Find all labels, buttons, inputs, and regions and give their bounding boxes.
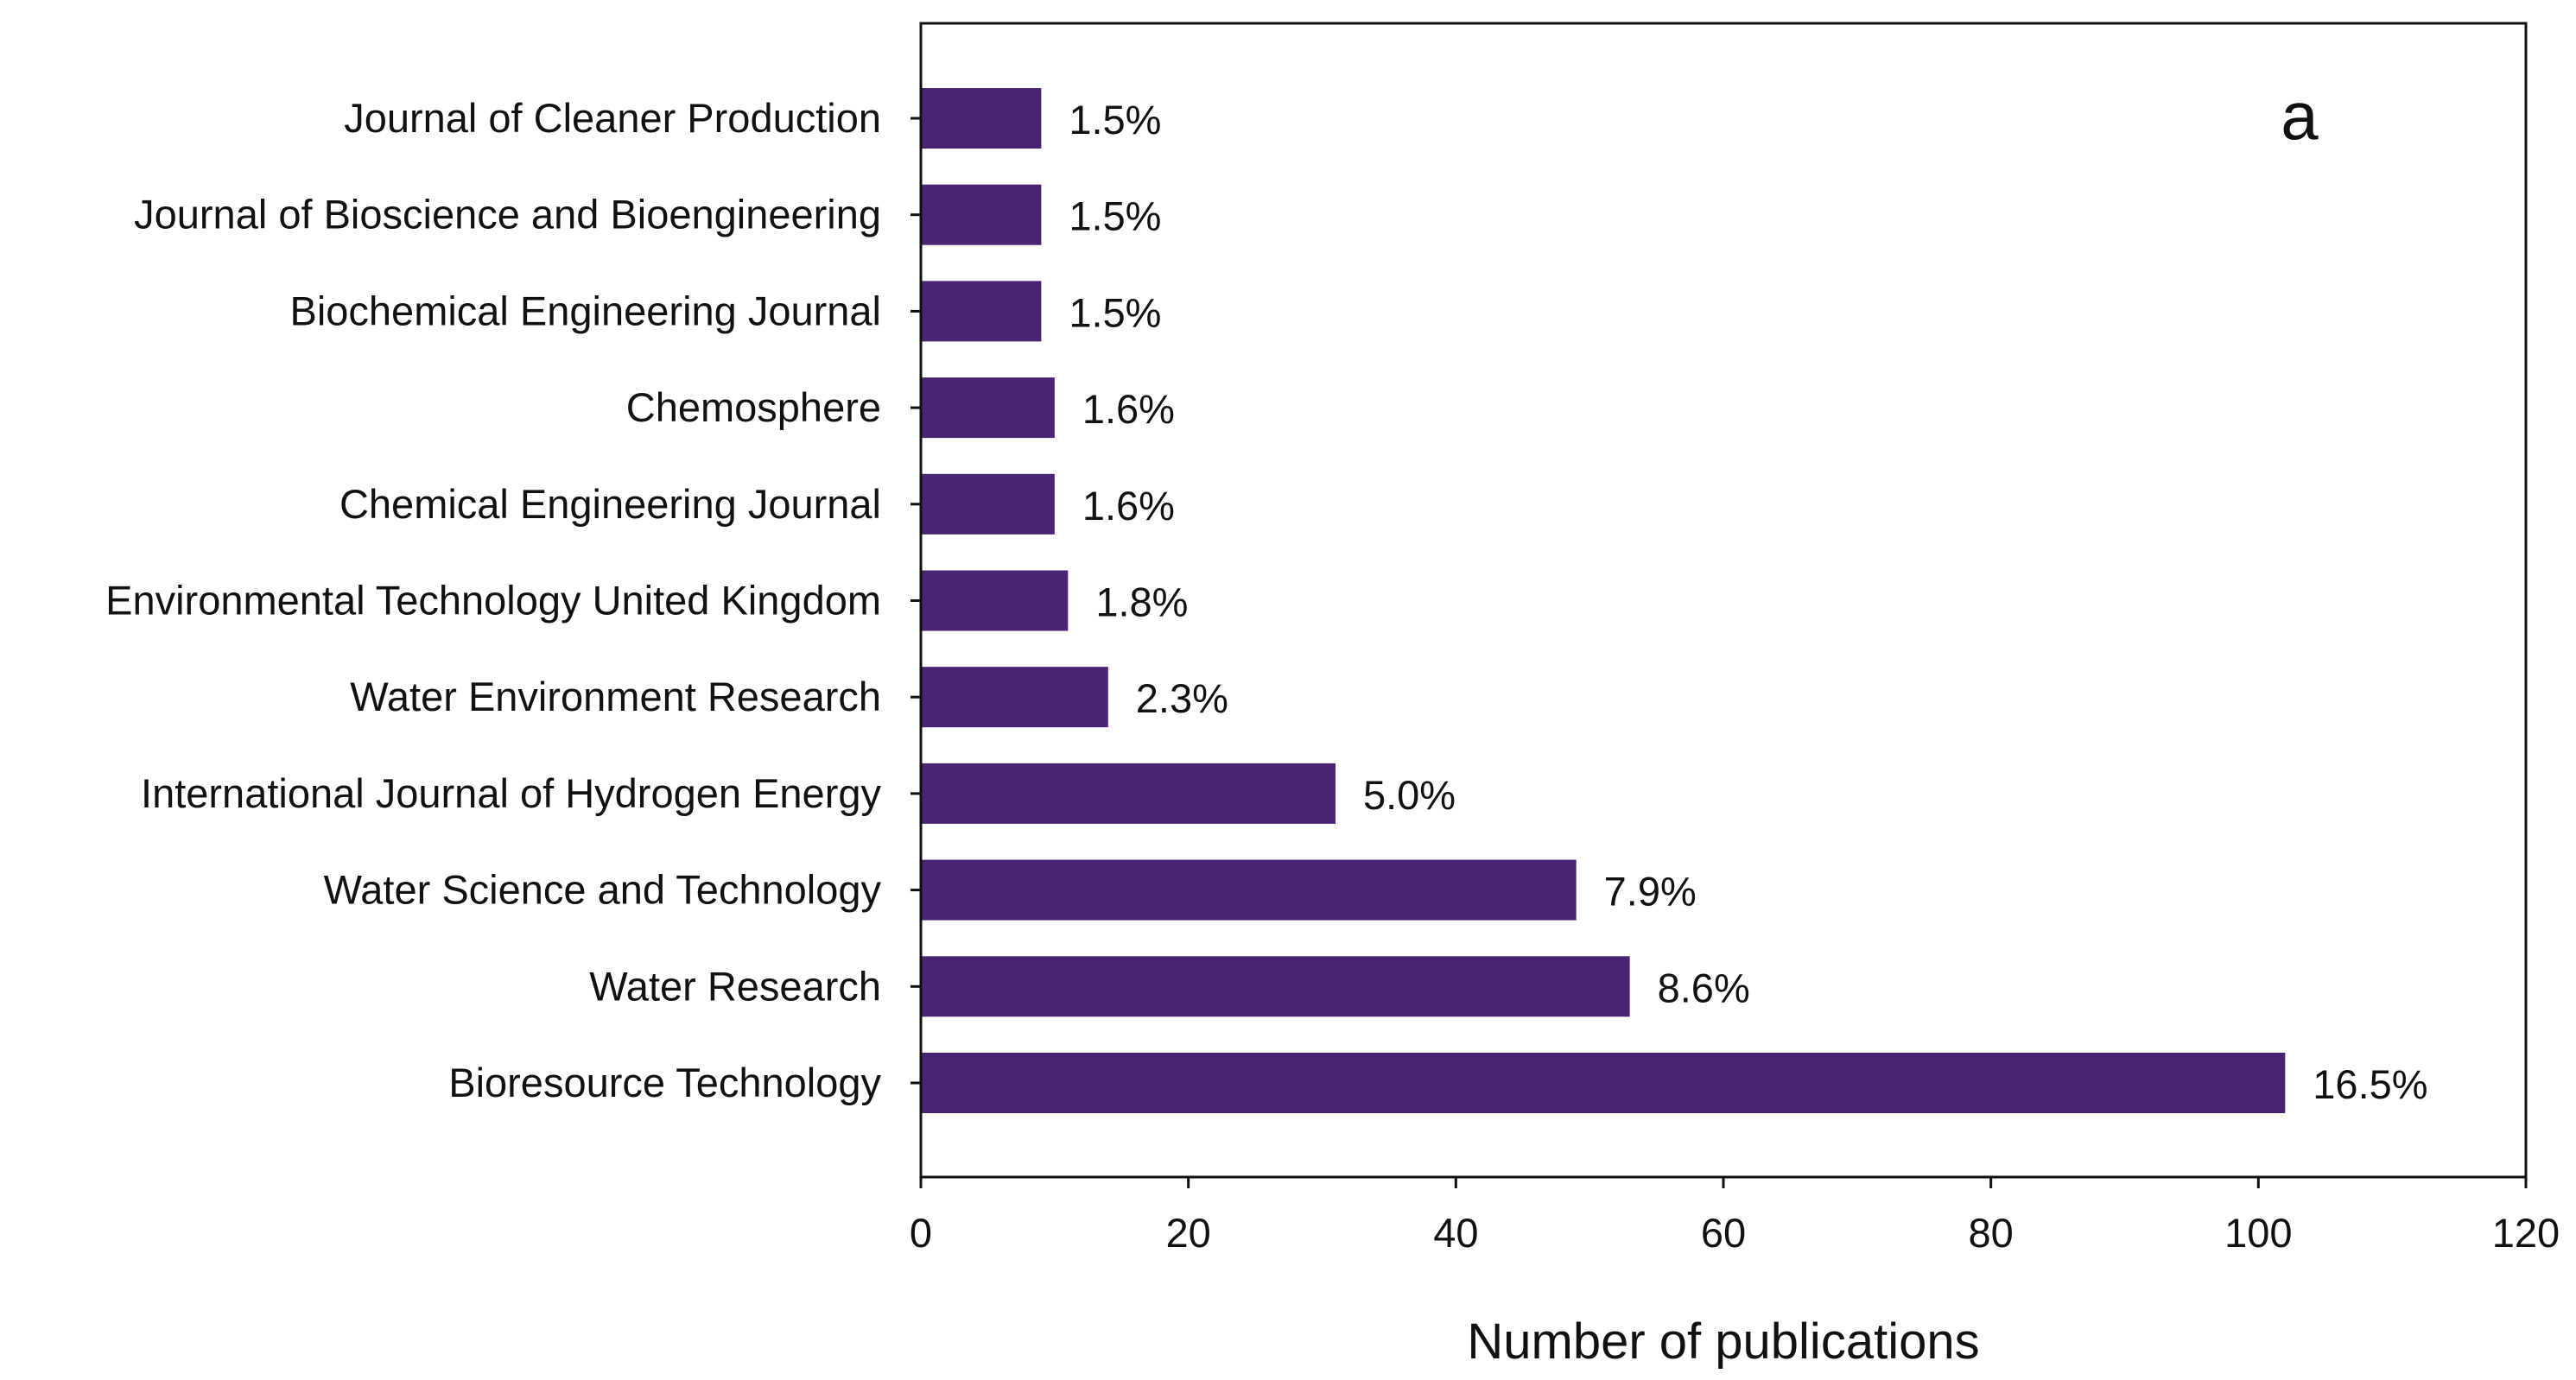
x-tick-label-4: 80: [1969, 1210, 2014, 1256]
bar-8: [921, 859, 1577, 921]
bar-data-label-0: 1.5%: [1069, 97, 1161, 142]
bar-9: [921, 956, 1630, 1017]
y-tick-label-7: International Journal of Hydrogen Energy: [141, 770, 881, 816]
bar-5: [921, 570, 1069, 631]
bar-4: [921, 473, 1055, 535]
bar-7: [921, 763, 1336, 824]
bar-0: [921, 88, 1042, 149]
y-tick-label-1: Journal of Bioscience and Bioengineering: [134, 192, 881, 237]
x-tick-label-6: 120: [2492, 1210, 2560, 1256]
y-tick-label-5: Environmental Technology United Kingdom: [105, 578, 881, 624]
x-tick-label-0: 0: [910, 1210, 932, 1256]
y-tick-label-8: Water Science and Technology: [324, 867, 882, 913]
bar-data-label-5: 1.8%: [1095, 579, 1188, 625]
x-tick-label-2: 40: [1433, 1210, 1478, 1256]
bar-data-label-8: 7.9%: [1604, 869, 1697, 915]
bar-10: [921, 1053, 2286, 1113]
y-tick-label-0: Journal of Cleaner Production: [344, 95, 881, 141]
plot-frame: [919, 22, 2528, 1179]
y-tick-label-3: Chemosphere: [626, 384, 881, 430]
bar-2: [921, 281, 1042, 342]
bar-data-label-9: 8.6%: [1658, 965, 1750, 1010]
y-tick-label-10: Bioresource Technology: [448, 1060, 881, 1105]
y-tick-label-9: Water Research: [589, 963, 881, 1009]
bars-layer: [921, 88, 2286, 1113]
bar-6: [921, 667, 1108, 728]
bar-3: [921, 377, 1055, 439]
y-tick-label-4: Chemical Engineering Journal: [339, 481, 881, 527]
bar-data-label-6: 2.3%: [1136, 675, 1228, 721]
panel-label: a: [2281, 78, 2319, 154]
x-tick-label-5: 100: [2224, 1210, 2292, 1256]
bar-data-label-3: 1.6%: [1082, 386, 1175, 432]
y-tick-label-6: Water Environment Research: [350, 674, 881, 719]
bar-data-label-1: 1.5%: [1069, 193, 1161, 239]
axes-layer: Journal of Cleaner Production Journal of …: [105, 95, 2560, 1256]
bar-data-label-7: 5.0%: [1363, 772, 1456, 818]
y-tick-label-2: Biochemical Engineering Journal: [289, 288, 881, 333]
bar-data-label-2: 1.5%: [1069, 289, 1161, 335]
bar-1: [921, 184, 1042, 245]
bar-data-label-10: 16.5%: [2313, 1061, 2427, 1107]
bar-data-label-4: 1.6%: [1082, 483, 1175, 529]
x-tick-label-1: 20: [1166, 1210, 1211, 1256]
x-tick-label-3: 60: [1701, 1210, 1746, 1256]
x-axis-title: Number of publications: [1467, 1314, 1979, 1370]
labels-layer: 1.5% 1.5% 1.5% 1.6% 1.6% 1.8% 2.3% 5.0% 7.9% 8.6%…: [1069, 97, 2427, 1107]
